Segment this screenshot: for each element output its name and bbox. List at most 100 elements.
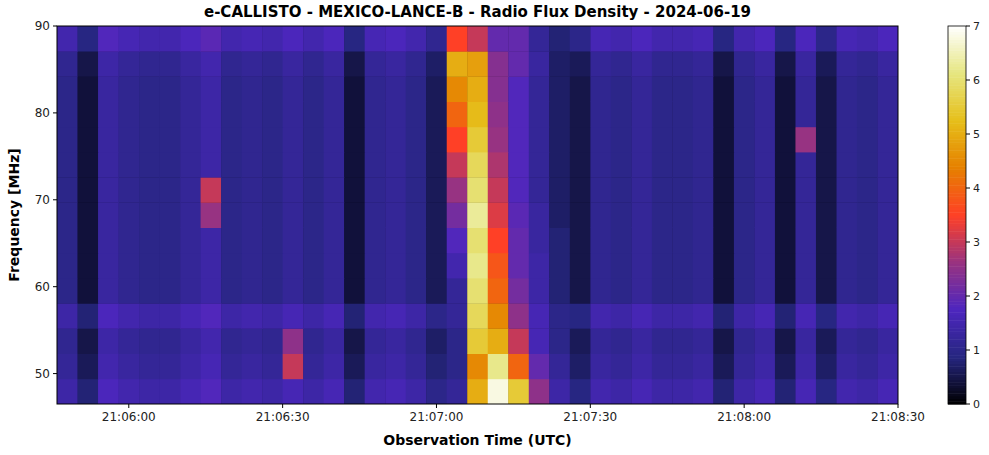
heatmap-cell <box>78 379 99 404</box>
colorbar-tick-label: 5 <box>973 128 980 141</box>
heatmap-cell <box>590 354 611 380</box>
heatmap-cell <box>734 76 755 102</box>
heatmap-cell <box>406 253 427 279</box>
heatmap-cell <box>78 76 99 102</box>
heatmap-cell <box>631 127 652 153</box>
heatmap-cell <box>303 228 324 254</box>
heatmap-cell <box>324 102 345 128</box>
heatmap-cells <box>57 26 898 404</box>
heatmap-cell <box>652 354 673 380</box>
heatmap-cell <box>775 202 796 228</box>
y-tick-label: 90 <box>35 19 50 33</box>
heatmap-cell <box>467 328 488 354</box>
heatmap-cell <box>98 354 119 380</box>
heatmap-cell <box>303 177 324 203</box>
heatmap-cell <box>283 328 304 354</box>
heatmap-cell <box>754 177 775 203</box>
heatmap-cell <box>180 76 201 102</box>
heatmap-cell <box>98 278 119 304</box>
colorbar-tick <box>966 350 970 351</box>
heatmap-cell <box>795 51 816 77</box>
y-tick-label: 70 <box>35 193 50 207</box>
x-tick-label: 21:08:30 <box>871 410 925 424</box>
heatmap-cell <box>488 102 509 128</box>
heatmap-cell <box>221 51 242 77</box>
x-tick <box>590 404 591 408</box>
heatmap-cell <box>119 26 140 52</box>
heatmap-cell <box>529 177 550 203</box>
heatmap-cell <box>324 303 345 329</box>
heatmap-cell <box>221 379 242 404</box>
heatmap-cell <box>467 127 488 153</box>
heatmap-cell <box>242 177 263 203</box>
heatmap-cell <box>836 303 857 329</box>
colorbar-tick-label: 6 <box>973 74 980 87</box>
heatmap-cell <box>529 228 550 254</box>
heatmap-cell <box>344 51 365 77</box>
heatmap-cell <box>139 328 160 354</box>
heatmap-cell <box>734 228 755 254</box>
heatmap-cell <box>426 51 447 77</box>
heatmap-cell <box>385 152 406 178</box>
heatmap-cell <box>877 76 898 102</box>
colorbar-tick <box>966 404 970 405</box>
heatmap-cell <box>303 152 324 178</box>
heatmap-cell <box>467 202 488 228</box>
heatmap-cell <box>877 354 898 380</box>
heatmap-cell <box>201 303 222 329</box>
heatmap-cell <box>611 278 632 304</box>
heatmap-cell <box>775 26 796 52</box>
heatmap-cell <box>119 328 140 354</box>
heatmap-cell <box>385 278 406 304</box>
heatmap-cell <box>508 76 529 102</box>
heatmap-cell <box>631 152 652 178</box>
heatmap-cell <box>590 177 611 203</box>
heatmap-cell <box>139 152 160 178</box>
heatmap-cell <box>180 303 201 329</box>
heatmap-cell <box>303 379 324 404</box>
heatmap-cell <box>98 177 119 203</box>
heatmap-cell <box>836 152 857 178</box>
heatmap-cell <box>775 253 796 279</box>
heatmap-cell <box>549 228 570 254</box>
heatmap-cell <box>406 102 427 128</box>
heatmap-cell <box>180 328 201 354</box>
heatmap-cell <box>611 328 632 354</box>
heatmap-cell <box>365 127 386 153</box>
heatmap-cell <box>631 379 652 404</box>
heatmap-cell <box>816 278 837 304</box>
heatmap-cell <box>713 76 734 102</box>
heatmap-cell <box>611 102 632 128</box>
heatmap-cell <box>57 328 78 354</box>
heatmap-cell <box>857 26 878 52</box>
heatmap-cell <box>426 379 447 404</box>
heatmap-cell <box>201 354 222 380</box>
heatmap-cell <box>78 278 99 304</box>
heatmap-cell <box>467 26 488 52</box>
heatmap-cell <box>57 102 78 128</box>
x-tick-label: 21:06:30 <box>256 410 310 424</box>
heatmap-cell <box>488 253 509 279</box>
heatmap-cell <box>795 303 816 329</box>
heatmap-cell <box>611 152 632 178</box>
heatmap-cell <box>754 152 775 178</box>
x-tick-label: 21:08:00 <box>717 410 771 424</box>
heatmap-cell <box>283 253 304 279</box>
heatmap-cell <box>488 303 509 329</box>
heatmap-cell <box>877 253 898 279</box>
heatmap-cell <box>693 76 714 102</box>
heatmap-cell <box>529 51 550 77</box>
heatmap-cell <box>570 202 591 228</box>
heatmap-cell <box>488 127 509 153</box>
heatmap-cell <box>529 26 550 52</box>
heatmap-cell <box>78 127 99 153</box>
heatmap-cell <box>139 202 160 228</box>
heatmap-cell <box>611 228 632 254</box>
heatmap-cell <box>406 202 427 228</box>
heatmap-cell <box>221 26 242 52</box>
y-tick <box>53 26 57 27</box>
heatmap-cell <box>672 278 693 304</box>
heatmap-cell <box>734 278 755 304</box>
heatmap-cell <box>467 379 488 404</box>
heatmap-cell <box>734 127 755 153</box>
